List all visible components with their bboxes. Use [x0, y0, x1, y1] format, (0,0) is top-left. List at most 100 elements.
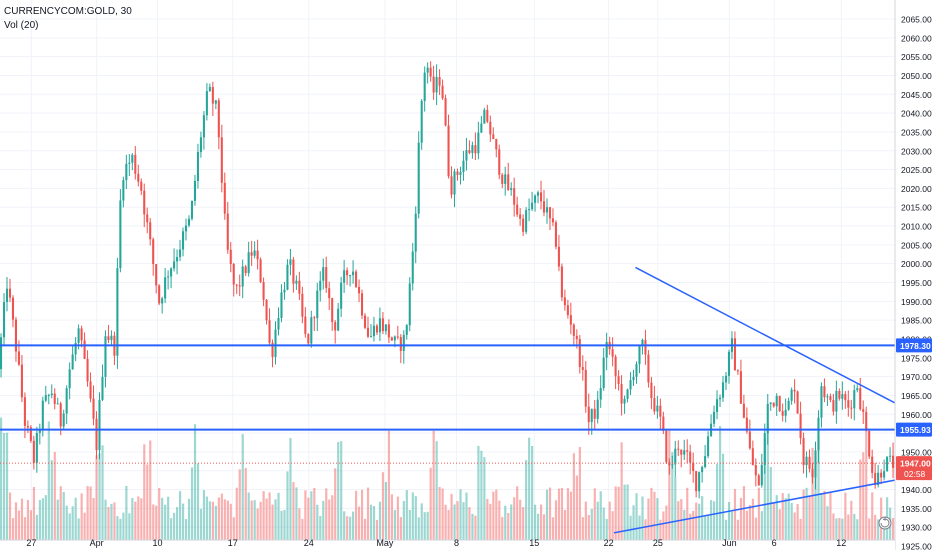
volume-bar — [808, 496, 811, 540]
candle-body — [187, 218, 191, 226]
volume-bar — [65, 505, 68, 540]
candle-body — [695, 471, 698, 492]
volume-bar — [877, 519, 880, 540]
candle-body — [208, 87, 211, 92]
volume-bar — [292, 481, 295, 540]
candle-body — [656, 405, 659, 412]
volume-bar — [313, 488, 316, 540]
candle-body — [363, 315, 367, 328]
volume-bar — [534, 504, 537, 540]
volume-bar — [504, 505, 507, 540]
candle-body — [235, 284, 238, 286]
candle-body — [80, 328, 83, 341]
volume-bar — [146, 464, 149, 540]
volume-bar — [346, 516, 349, 540]
y-tick-label: 1995.00 — [901, 278, 932, 288]
candle-body — [417, 142, 420, 214]
candle-body — [399, 337, 402, 351]
candle-body — [47, 395, 50, 397]
volume-bar — [727, 501, 731, 540]
volume-bar — [384, 481, 388, 540]
volume-bar — [590, 508, 593, 540]
candle-body — [868, 430, 871, 457]
x-tick-label: 25 — [653, 538, 663, 548]
candle-body — [38, 429, 41, 433]
volume-bar — [92, 498, 95, 540]
candle-body — [381, 318, 384, 332]
volume-bar — [98, 453, 101, 540]
candle-body — [796, 391, 799, 414]
y-tick-label: 1960.00 — [901, 410, 932, 420]
volume-bar — [450, 493, 453, 540]
volume-bar — [173, 512, 176, 540]
candle-body — [847, 400, 850, 408]
candle-body — [68, 369, 71, 389]
candle-body — [226, 213, 229, 250]
candle-body — [5, 288, 9, 303]
y-tick-label: 1930.00 — [901, 523, 932, 533]
volume-bar — [217, 497, 220, 540]
x-tick-label: 27 — [26, 538, 36, 548]
candle-body — [149, 222, 152, 240]
candle-body — [522, 218, 525, 232]
volume-indicator-label[interactable]: Vol (20) — [4, 20, 39, 31]
candle-body — [802, 438, 805, 466]
candle-body — [784, 409, 787, 416]
volume-bar — [343, 511, 346, 540]
trend-line — [613, 479, 896, 534]
x-tick-label: Apr — [90, 538, 104, 548]
candle-body — [871, 456, 874, 473]
candle-body — [459, 171, 462, 175]
volume-bar — [325, 488, 328, 540]
candle-body — [62, 413, 65, 427]
candle-body — [256, 250, 259, 260]
candle-body — [280, 292, 283, 318]
volume-bar — [820, 493, 823, 540]
volume-bar — [244, 467, 247, 540]
volume-bar — [59, 486, 62, 540]
candle-body — [498, 149, 501, 175]
volume-bar — [456, 501, 459, 540]
candle-body — [217, 100, 220, 138]
x-tick-label: 12 — [836, 538, 846, 548]
y-tick-label: 2025.00 — [901, 165, 932, 175]
candle-body — [620, 384, 623, 404]
candle-body — [86, 358, 89, 382]
candle-body — [665, 430, 668, 463]
y-tick-label: 2015.00 — [901, 203, 932, 213]
volume-bar — [865, 427, 868, 540]
candle-body — [477, 132, 480, 154]
volume-bar — [883, 519, 886, 540]
candle-body — [557, 246, 560, 267]
volume-bar — [644, 519, 647, 540]
volume-bar — [557, 488, 561, 540]
volume-bar — [143, 444, 146, 540]
candle-body — [495, 139, 498, 150]
volume-bar — [698, 503, 701, 540]
volume-bar — [319, 515, 322, 540]
volume-bar — [465, 492, 468, 540]
candle-body — [531, 202, 534, 210]
volume-bar — [438, 486, 441, 540]
candle-body — [757, 475, 760, 486]
candle-body — [829, 396, 832, 401]
volume-bar — [256, 508, 259, 540]
volume-bar — [202, 490, 206, 540]
candle-body — [483, 109, 486, 124]
y-tick-label: 2035.00 — [901, 127, 932, 137]
volume-bar — [650, 487, 653, 540]
volume-bar — [271, 504, 274, 540]
volume-bar — [381, 472, 385, 540]
volume-bar — [507, 513, 510, 540]
volume-bar — [220, 493, 223, 540]
candle-body — [358, 286, 361, 294]
volume-bar — [519, 499, 522, 540]
volume-bar — [447, 509, 450, 540]
symbol-label[interactable]: CURRENCYCOM:GOLD, 30 — [4, 6, 132, 17]
volume-bar — [763, 438, 766, 540]
candle-body — [671, 464, 674, 466]
candle-body — [199, 137, 202, 153]
